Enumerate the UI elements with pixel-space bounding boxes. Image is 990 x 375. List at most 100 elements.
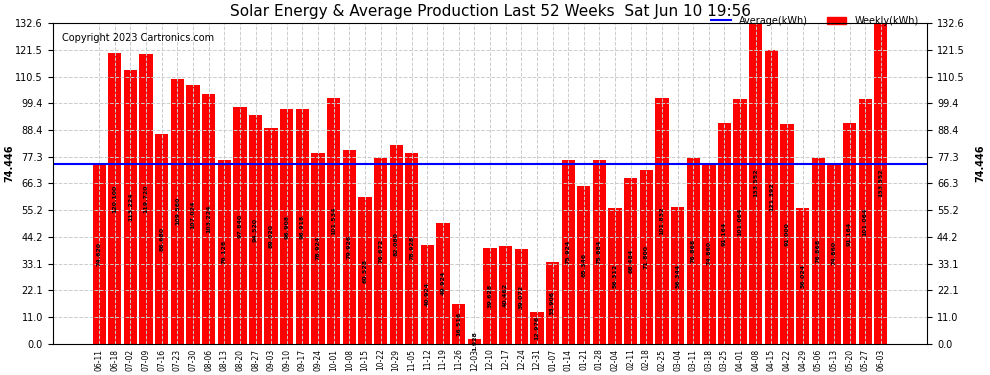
Bar — [124, 70, 137, 344]
Bar — [155, 134, 168, 344]
Bar — [764, 50, 778, 344]
Bar — [828, 163, 841, 344]
Text: 119.720: 119.720 — [144, 185, 148, 213]
Text: 101.832: 101.832 — [659, 206, 664, 235]
Bar — [640, 170, 653, 344]
Text: 74.446: 74.446 — [4, 145, 14, 183]
Text: 76.868: 76.868 — [816, 238, 821, 263]
Text: 60.528: 60.528 — [362, 258, 367, 283]
Text: 76.672: 76.672 — [378, 239, 383, 263]
Title: Solar Energy & Average Production Last 52 Weeks  Sat Jun 10 19:56: Solar Energy & Average Production Last 5… — [230, 4, 750, 19]
Text: 97.840: 97.840 — [238, 213, 243, 237]
Bar — [577, 186, 590, 344]
Text: 1.928: 1.928 — [472, 332, 477, 351]
Bar — [421, 245, 434, 344]
Text: 39.628: 39.628 — [487, 284, 492, 308]
Text: 121.392: 121.392 — [769, 183, 774, 211]
Text: 82.080: 82.080 — [394, 232, 399, 256]
Text: 75.924: 75.924 — [565, 240, 570, 264]
Bar — [234, 107, 247, 344]
Bar — [358, 197, 371, 344]
Text: 133.552: 133.552 — [878, 168, 883, 196]
Bar — [796, 208, 809, 344]
Text: 74.446: 74.446 — [976, 145, 986, 183]
Text: 74.860: 74.860 — [832, 241, 837, 265]
Text: 74.620: 74.620 — [97, 242, 102, 266]
Bar — [280, 110, 293, 344]
Text: 40.462: 40.462 — [503, 283, 508, 307]
Text: 94.520: 94.520 — [253, 217, 258, 242]
Text: 68.484: 68.484 — [629, 249, 634, 273]
Text: 101.064: 101.064 — [738, 207, 742, 236]
Text: 113.224: 113.224 — [128, 192, 133, 221]
Text: 71.800: 71.800 — [644, 245, 648, 269]
Bar — [186, 85, 200, 344]
Bar — [671, 207, 684, 344]
Bar — [248, 115, 262, 344]
Text: 74.860: 74.860 — [707, 241, 712, 265]
Text: 65.346: 65.346 — [581, 253, 586, 277]
Text: 76.868: 76.868 — [691, 238, 696, 263]
Text: 133.552: 133.552 — [753, 168, 758, 196]
Bar — [218, 160, 231, 344]
Bar — [140, 54, 152, 344]
Bar — [405, 153, 419, 344]
Bar — [515, 249, 528, 344]
Text: 91.164: 91.164 — [722, 221, 727, 246]
Bar — [452, 304, 465, 344]
Bar — [545, 262, 559, 344]
Bar — [561, 160, 575, 344]
Text: 96.918: 96.918 — [300, 214, 305, 238]
Text: 33.906: 33.906 — [550, 291, 555, 315]
Text: 40.924: 40.924 — [425, 282, 430, 306]
Text: 76.128: 76.128 — [222, 240, 227, 264]
Text: 103.224: 103.224 — [206, 205, 211, 233]
Text: 56.312: 56.312 — [613, 264, 618, 288]
Bar — [170, 79, 184, 344]
Text: 79.926: 79.926 — [346, 235, 351, 259]
Bar — [718, 123, 732, 344]
Bar — [327, 98, 341, 344]
Bar — [749, 21, 762, 344]
Bar — [108, 53, 122, 344]
Text: 12.976: 12.976 — [535, 316, 540, 340]
Bar — [609, 208, 622, 344]
Text: 109.560: 109.560 — [175, 197, 180, 225]
Text: 78.924: 78.924 — [316, 236, 321, 260]
Bar — [874, 21, 887, 344]
Bar — [858, 99, 872, 344]
Bar — [531, 312, 544, 344]
Bar — [842, 123, 856, 344]
Bar — [483, 248, 497, 344]
Bar — [437, 223, 449, 344]
Bar — [343, 150, 356, 344]
Text: 107.024: 107.024 — [190, 200, 195, 228]
Bar — [734, 99, 746, 344]
Text: 75.884: 75.884 — [597, 240, 602, 264]
Bar — [92, 163, 106, 344]
Bar — [312, 153, 325, 344]
Text: 120.100: 120.100 — [112, 184, 117, 213]
Text: 101.534: 101.534 — [332, 207, 337, 235]
Text: 89.020: 89.020 — [268, 224, 273, 248]
Bar — [467, 339, 481, 344]
Text: 91.164: 91.164 — [847, 221, 852, 246]
Text: 96.908: 96.908 — [284, 214, 289, 238]
Bar — [374, 158, 387, 344]
Text: 86.680: 86.680 — [159, 227, 164, 251]
Text: 49.924: 49.924 — [441, 271, 446, 296]
Text: 78.928: 78.928 — [409, 236, 415, 260]
Text: Copyright 2023 Cartronics.com: Copyright 2023 Cartronics.com — [61, 33, 214, 43]
Text: 39.072: 39.072 — [519, 284, 524, 309]
Bar — [264, 129, 278, 344]
Bar — [296, 110, 309, 344]
Bar — [593, 160, 606, 344]
Bar — [389, 145, 403, 344]
Bar — [624, 178, 638, 344]
Bar — [780, 124, 794, 344]
Text: 56.024: 56.024 — [800, 264, 805, 288]
Bar — [202, 94, 215, 344]
Text: 101.064: 101.064 — [862, 207, 867, 236]
Bar — [655, 98, 668, 344]
Text: 56.344: 56.344 — [675, 264, 680, 288]
